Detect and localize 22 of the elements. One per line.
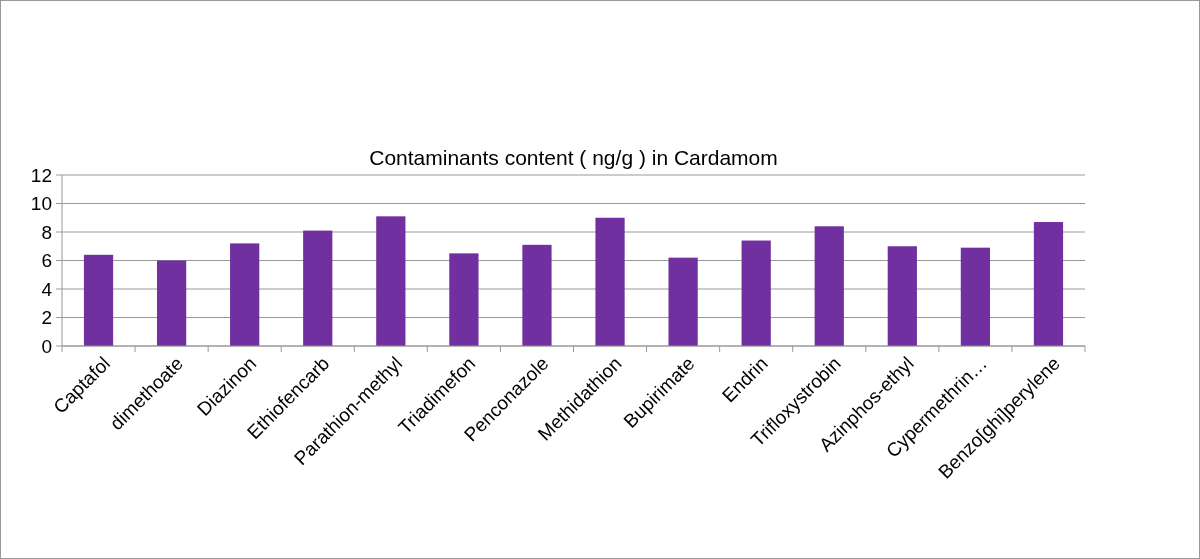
bar xyxy=(230,243,260,346)
bar xyxy=(83,254,114,346)
y-tick-label: 12 xyxy=(30,164,52,186)
bar xyxy=(376,216,406,346)
bar xyxy=(1033,222,1064,346)
y-tick-label: 2 xyxy=(41,307,52,329)
bar xyxy=(522,244,552,346)
chart-title: Contaminants content ( ng/g ) in Cardamom xyxy=(369,146,778,169)
y-tick-label: 10 xyxy=(30,193,52,215)
bar xyxy=(814,226,844,346)
y-tick-label: 8 xyxy=(41,221,52,243)
bar xyxy=(156,260,187,346)
bar xyxy=(303,230,333,346)
y-tick-label: 0 xyxy=(41,335,52,357)
bar xyxy=(449,253,479,346)
bar xyxy=(887,246,917,346)
bar xyxy=(960,247,991,346)
y-tick-label: 4 xyxy=(41,278,53,300)
bar xyxy=(668,257,698,346)
bar xyxy=(595,217,625,346)
bar xyxy=(741,240,771,346)
y-tick-label: 6 xyxy=(41,250,52,272)
